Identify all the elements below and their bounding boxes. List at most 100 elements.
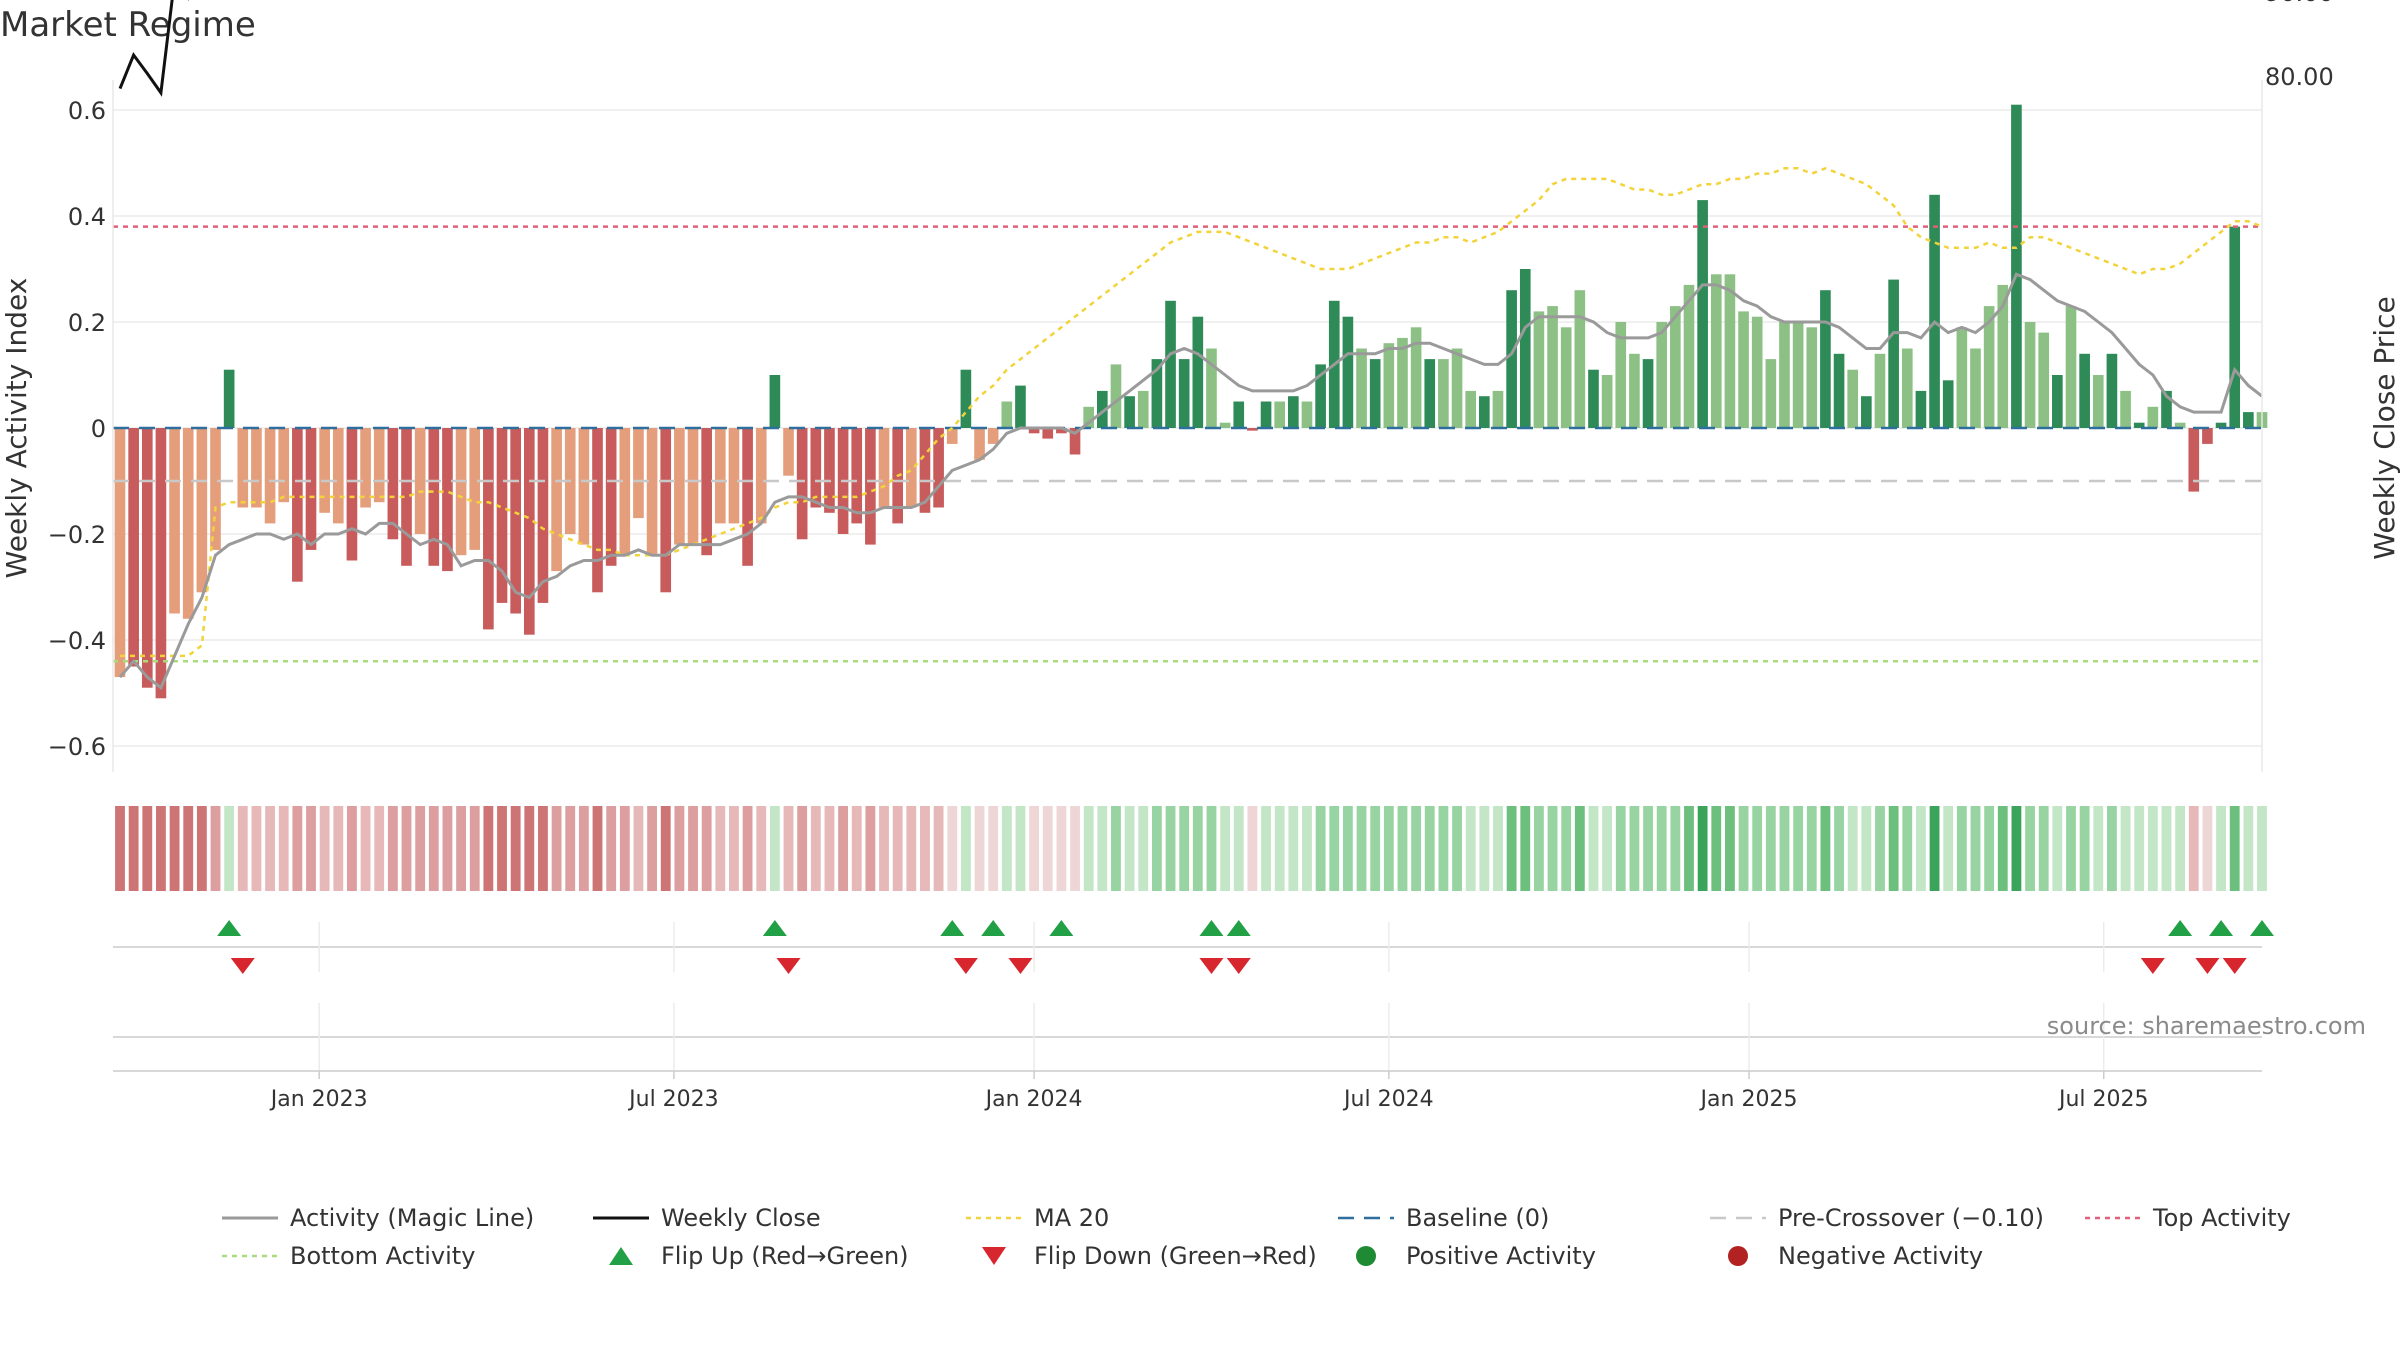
activity-bar [824, 428, 835, 513]
regime-strip-cell [2257, 806, 2267, 891]
activity-bar [537, 428, 549, 603]
activity-bar [2106, 353, 2118, 428]
regime-strip-cell [142, 806, 153, 891]
regime-strip-cell [1875, 806, 1885, 891]
activity-bar [1901, 348, 1913, 428]
regime-strip-cell [960, 806, 971, 891]
activity-bar [1465, 390, 1477, 428]
legend-item: Negative Activity [1728, 1242, 1983, 1270]
activity-bar [1738, 311, 1749, 428]
activity-bar [2120, 390, 2131, 428]
flip-down-marker [776, 958, 801, 974]
activity-bar [2024, 322, 2036, 428]
regime-strip-cell [810, 806, 821, 891]
regime-strip-cell [565, 806, 576, 891]
regime-strip-cell [1370, 806, 1381, 891]
regime-strip-cell [1097, 806, 1108, 891]
regime-strip-cell [1274, 806, 1285, 891]
flip-up-marker [940, 920, 965, 936]
regime-strip-cell [306, 806, 316, 891]
activity-bar [1820, 290, 1831, 428]
activity-bar [919, 428, 931, 513]
flip-up-marker [1199, 920, 1224, 936]
activity-bar [237, 428, 249, 508]
activity-bar [1519, 269, 1531, 428]
regime-strip-cell [1424, 806, 1435, 891]
regime-strip-cell [1929, 806, 1940, 891]
activity-bar [1697, 200, 1708, 428]
axes: 0.60.40.20−0.2−0.4−0.6150.00140.00130.00… [48, 0, 2334, 772]
activity-bar [1206, 348, 1217, 428]
activity-bar [1015, 385, 1026, 428]
regime-strip-cell [1970, 806, 1981, 891]
activity-bar [292, 428, 303, 582]
regime-strip-cell [769, 806, 780, 891]
regime-strip-cell [1956, 806, 1967, 891]
activity-bar [2188, 428, 2200, 492]
regime-strip-cell [633, 806, 644, 891]
activity-bar [373, 428, 385, 503]
y-tick-label-left: 0.4 [68, 203, 106, 231]
regime-strip-cell [251, 806, 262, 891]
legend-item: MA 20 [966, 1204, 1109, 1232]
regime-strip-cell [674, 806, 685, 891]
reference-lines [113, 225, 2262, 663]
activity-bar [1847, 369, 1859, 428]
regime-strip-cell [1138, 806, 1149, 891]
regime-strip-cell [578, 806, 589, 891]
regime-strip-cell [933, 806, 944, 891]
activity-bar [1042, 428, 1054, 439]
activity-bar [1833, 353, 1845, 428]
activity-bar [1451, 348, 1463, 428]
regime-strip-cell [1779, 806, 1790, 891]
regime-strip-cell [688, 806, 698, 891]
regime-strip-cell [1165, 806, 1176, 891]
legend-item: Positive Activity [1356, 1242, 1596, 1270]
activity-bar [128, 428, 139, 667]
regime-strip-cell [715, 806, 726, 891]
regime-strip-cell [1124, 806, 1135, 891]
activity-bar [1397, 337, 1408, 428]
regime-strip-cell [401, 806, 412, 891]
regime-strip-cell [428, 806, 439, 891]
y-tick-label-right: 80.00 [2265, 63, 2334, 91]
regime-strip-cell [1342, 806, 1353, 891]
activity-bar [551, 428, 562, 572]
regime-strip-cell [1411, 806, 1422, 891]
activity-bar [496, 428, 508, 603]
regime-strip-cell [1356, 806, 1367, 891]
legend-item: Baseline (0) [1338, 1204, 1549, 1232]
flip-down-marker [2140, 958, 2165, 974]
activity-bar [619, 428, 631, 556]
regime-strip-cell [1765, 806, 1776, 891]
regime-strip-cell [906, 806, 917, 891]
regime-strip-cell [1302, 806, 1312, 891]
activity-bar [1670, 306, 1681, 428]
activity-bar [1970, 348, 1981, 428]
activity-bar [742, 428, 753, 566]
regime-strip-cell [497, 806, 507, 891]
flip-down-marker [1226, 958, 1251, 974]
y-tick-label-right: 90.00 [2265, 0, 2334, 7]
legend-label: Pre-Crossover (−0.10) [1778, 1204, 2044, 1232]
activity-bar [769, 375, 781, 428]
activity-bar [1642, 359, 1654, 428]
activity-bar [114, 428, 126, 678]
regime-strip-cell [1056, 806, 1067, 891]
y-tick-label-left: 0.6 [68, 97, 106, 125]
regime-strip-cell [224, 806, 235, 891]
activity-bar [1574, 290, 1586, 428]
activity-bar [442, 428, 453, 572]
activity-bar [319, 428, 330, 513]
regime-strip-cell [1179, 806, 1190, 891]
activity-bar [1656, 322, 1668, 428]
activity-bar [155, 428, 167, 699]
activity-bar [1765, 359, 1777, 428]
regime-strip-cell [319, 806, 330, 891]
activity-bar [783, 428, 794, 476]
activity-bar [1861, 396, 1872, 428]
activity-bar [510, 428, 521, 614]
flip-up-marker [2168, 920, 2193, 936]
regime-strip-cell [1793, 806, 1804, 891]
regime-strip-cell [1479, 806, 1490, 891]
